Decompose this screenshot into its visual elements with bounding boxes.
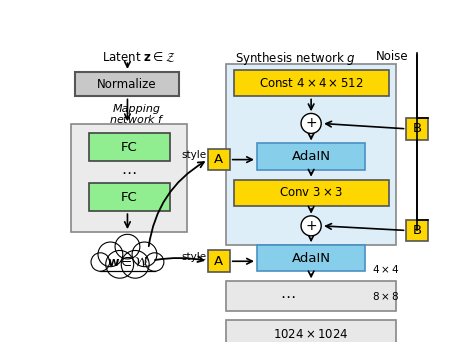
Circle shape [145,253,164,271]
Circle shape [301,114,321,133]
Bar [208,250,230,272]
Text: B: B [413,224,422,237]
Circle shape [301,216,321,236]
Text: $8 \times 8$: $8 \times 8$ [373,290,400,302]
Bar [226,64,396,245]
Bar [208,149,230,170]
Text: Const $4 \times 4 \times 512$: Const $4 \times 4 \times 512$ [259,77,364,90]
Text: style: style [182,252,207,262]
Circle shape [132,242,157,267]
Text: $+$: $+$ [305,219,317,233]
Text: $1024 \times 1024$: $1024 \times 1024$ [273,328,349,341]
Circle shape [91,253,109,271]
Text: Mapping: Mapping [113,104,161,114]
Text: A: A [214,255,223,268]
Circle shape [106,250,134,278]
Bar [89,184,170,211]
Text: AdaIN: AdaIN [292,252,331,265]
Text: Synthesis network $g$: Synthesis network $g$ [235,50,356,67]
Bar [406,220,428,241]
Bar [257,143,365,170]
Bar [226,281,396,311]
Text: Normalize: Normalize [97,78,156,91]
Bar [71,124,187,232]
Bar [234,180,389,206]
Text: $\cdots$: $\cdots$ [121,165,137,180]
Text: A: A [214,153,223,166]
Text: network $f$: network $f$ [109,113,165,124]
Text: FC: FC [120,141,137,154]
Text: $\mathbf{w} \in \mathcal{W}$: $\mathbf{w} \in \mathcal{W}$ [107,255,148,269]
FancyArrowPatch shape [155,256,203,262]
Bar [100,256,155,274]
Text: $4 \times 4$: $4 \times 4$ [373,263,400,275]
Text: Conv $3 \times 3$: Conv $3 \times 3$ [279,186,343,199]
Text: FC: FC [120,191,137,204]
Bar [226,320,396,342]
Bar [75,72,179,96]
Text: Latent $\mathbf{z} \in \mathcal{Z}$: Latent $\mathbf{z} \in \mathcal{Z}$ [102,50,175,64]
Bar [406,118,428,140]
FancyArrowPatch shape [149,162,204,246]
Text: $\cdots$: $\cdots$ [280,288,296,303]
Text: B: B [413,122,422,135]
Text: $+$: $+$ [305,116,317,130]
Bar [234,70,389,96]
Text: Noise: Noise [376,50,409,63]
Circle shape [121,250,149,278]
Bar [89,133,170,161]
Circle shape [115,234,140,259]
Text: style: style [182,150,207,160]
Circle shape [98,242,123,267]
Bar [257,245,365,271]
Text: AdaIN: AdaIN [292,150,331,163]
